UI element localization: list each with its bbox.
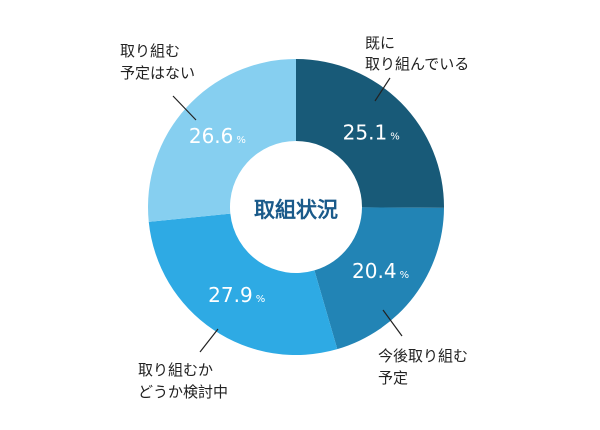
donut-slice-2 [314, 207, 444, 350]
leader-line-1 [374, 77, 391, 102]
svg-text:取り組むか: 取り組むか [138, 361, 213, 379]
svg-text:既に: 既に [365, 34, 395, 52]
svg-text:どうか検討中: どうか検討中 [138, 383, 228, 401]
svg-text:取り組んでいる: 取り組んでいる [365, 55, 469, 73]
svg-text:予定はない: 予定はない [120, 64, 195, 82]
slice-label-3: 取り組むか どうか検討中 [138, 361, 228, 401]
donut-slice-3 [148, 213, 338, 356]
donut-slices [148, 59, 444, 356]
percent-labels: 25.1 % 20.4 % 27.9 % 26.6% [189, 120, 409, 307]
donut-slice-4 [148, 59, 296, 222]
svg-text:取り組む: 取り組む [120, 42, 180, 60]
donut-slice-1 [296, 59, 444, 208]
percent-label-1: 25.1% [343, 120, 400, 144]
percent-label-4: 26.6% [189, 124, 246, 148]
slice-label-2: 今後取り組む 予定 [378, 347, 468, 387]
slice-label-1: 既に 取り組んでいる [365, 34, 469, 73]
slice-label-4: 取り組む 予定はない [120, 42, 195, 82]
percent-label-2: 20.4% [352, 259, 409, 283]
svg-text:予定: 予定 [378, 369, 408, 387]
leader-line-4 [172, 95, 197, 121]
percent-label-3: 27.9% [208, 283, 265, 307]
svg-text:今後取り組む: 今後取り組む [378, 347, 468, 365]
leader-line-2 [382, 309, 403, 337]
leader-line-3 [199, 328, 219, 353]
center-title: 取組状況 [254, 198, 338, 222]
